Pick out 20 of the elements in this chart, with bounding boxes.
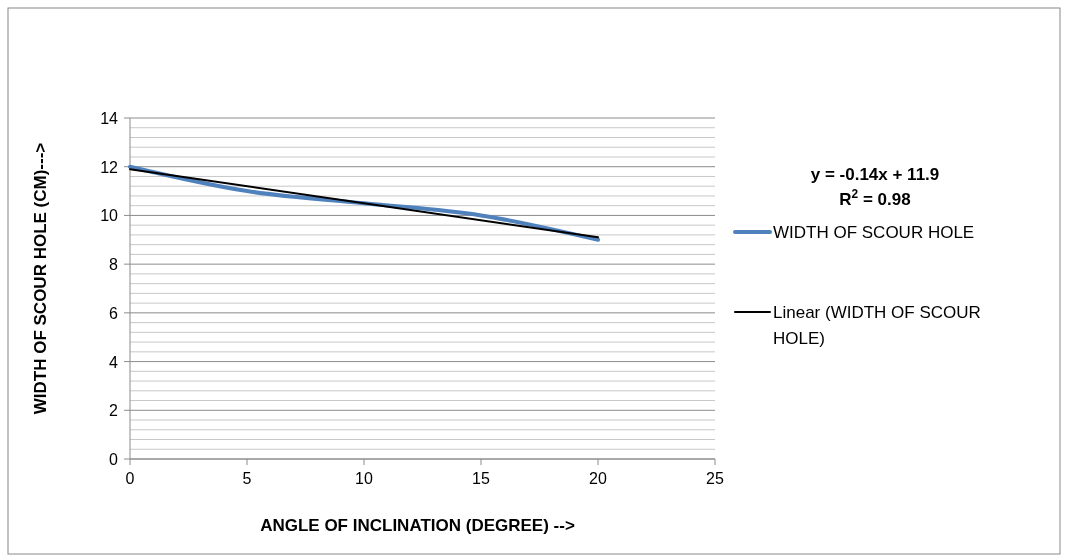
x-tick-label: 5 xyxy=(242,470,252,487)
y-tick-label: 0 xyxy=(109,451,119,468)
y-tick-label: 14 xyxy=(100,110,119,127)
x-axis-title: ANGLE OF INCLINATION (DEGREE) --> xyxy=(260,516,575,535)
x-tick-label: 15 xyxy=(472,470,490,487)
x-tick-label: 25 xyxy=(706,470,724,487)
legend-label: WIDTH OF SCOUR HOLE xyxy=(773,223,975,242)
y-tick-label: 4 xyxy=(109,353,119,371)
y-tick-label: 8 xyxy=(109,256,119,274)
y-tick-label: 12 xyxy=(100,158,119,176)
legend-label: Linear (WIDTH OF SCOUR HOLE) xyxy=(773,303,981,348)
y-tick-label: 6 xyxy=(109,304,119,322)
x-tick-label: 10 xyxy=(355,470,373,487)
text: R$^{2}$ = 0.98 xyxy=(839,187,911,209)
y-tick-label: 10 xyxy=(100,207,119,225)
y-axis-title: WIDTH OF SCOUR HOLE (CM)---> xyxy=(31,142,50,415)
y-tick-label: 2 xyxy=(109,402,119,420)
text: y = -0.14x + 11.9 xyxy=(810,165,940,184)
x-tick-label: 0 xyxy=(125,470,135,487)
x-tick-label: 20 xyxy=(589,470,607,487)
